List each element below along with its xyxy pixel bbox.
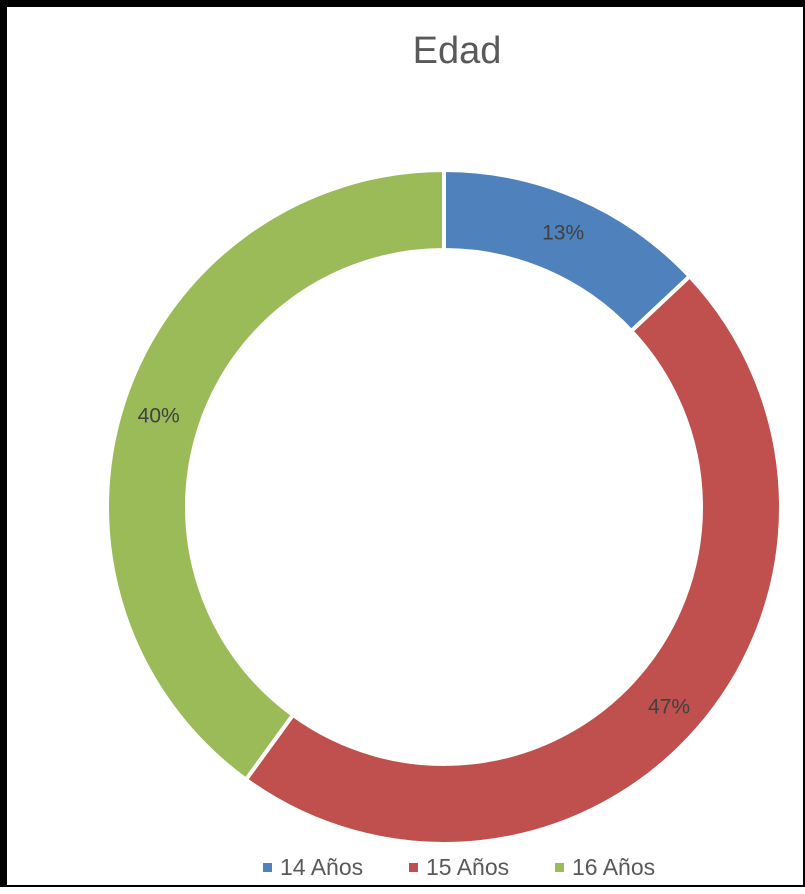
data-label-14-a-os: 13%	[542, 222, 584, 245]
legend-label-15-a-os: 15 Años	[426, 854, 509, 880]
donut-chart: Edad 13% 47% 40% 14 Años 15 Años 16 Años	[104, 30, 783, 880]
legend: 14 Años 15 Años 16 Años	[263, 854, 655, 880]
data-labels: 13% 47% 40%	[138, 222, 690, 719]
legend-label-16-a-os: 16 Años	[572, 854, 655, 880]
donut-slices	[104, 167, 783, 846]
slice-14-a-os	[442, 167, 693, 334]
slice-15-a-os	[243, 273, 783, 846]
legend-label-14-a-os: 14 Años	[280, 854, 363, 880]
slice-16-a-os	[104, 167, 446, 783]
legend-swatch-16-a-os	[555, 863, 564, 872]
chart-title: Edad	[413, 30, 502, 72]
data-label-16-a-os: 40%	[138, 404, 180, 427]
legend-swatch-14-a-os	[263, 863, 272, 872]
data-label-15-a-os: 47%	[648, 695, 690, 718]
legend-swatch-15-a-os	[409, 863, 418, 872]
